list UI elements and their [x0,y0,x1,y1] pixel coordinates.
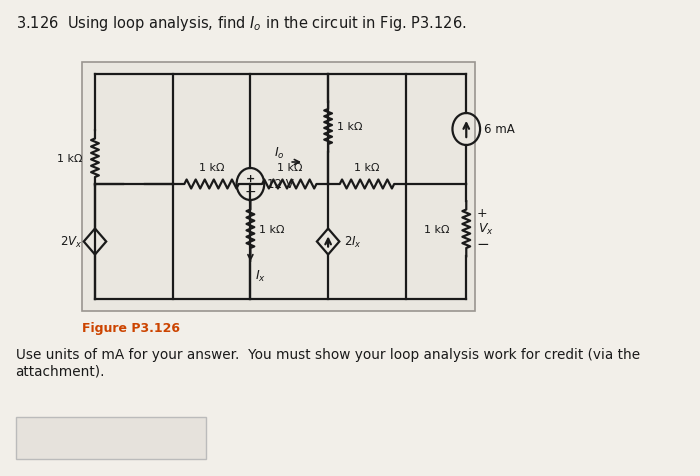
Text: $2V_x$: $2V_x$ [60,235,83,249]
Text: 1 kΩ: 1 kΩ [337,122,363,132]
Text: $I_x$: $I_x$ [255,268,266,284]
Text: 1 kΩ: 1 kΩ [57,153,83,163]
Text: −: − [244,185,256,198]
Text: $I_o$: $I_o$ [274,146,285,161]
Text: $V_x$: $V_x$ [478,222,494,237]
Text: 3.126  Using loop analysis, find $I_o$ in the circuit in Fig. P3.126.: 3.126 Using loop analysis, find $I_o$ in… [15,14,466,33]
Text: −: − [477,237,489,252]
FancyBboxPatch shape [15,417,206,459]
Text: 1 kΩ: 1 kΩ [276,163,302,173]
Text: 6 mA: 6 mA [484,123,514,136]
Text: +: + [477,207,487,220]
Text: +: + [246,174,255,184]
Text: 1 kΩ: 1 kΩ [259,224,284,234]
Text: 1 kΩ: 1 kΩ [354,163,379,173]
Text: 12 V: 12 V [267,178,293,191]
Text: 1 kΩ: 1 kΩ [424,224,449,234]
Text: Figure P3.126: Figure P3.126 [82,321,180,334]
Text: $2I_x$: $2I_x$ [344,235,362,249]
Text: Use units of mA for your answer.  You must show your loop analysis work for cred: Use units of mA for your answer. You mus… [15,347,640,377]
FancyBboxPatch shape [82,63,475,311]
Text: 1 kΩ: 1 kΩ [199,163,224,173]
